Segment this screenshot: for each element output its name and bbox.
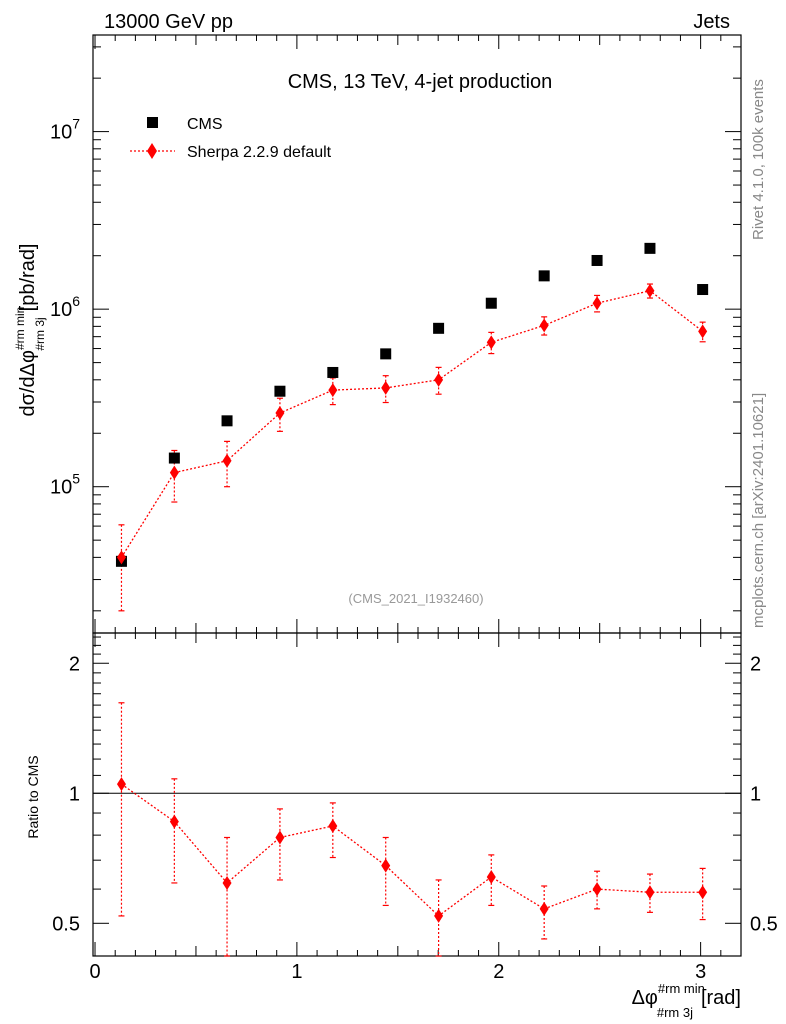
y-axis-label-prefix: dσ/dΔφ (17, 350, 39, 417)
ratio-point (222, 875, 232, 890)
side-text-mcplots: mcplots.cern.ch [arXiv:2401.10621] (750, 393, 767, 628)
ratio-point (486, 869, 496, 884)
y-axis-label-sub: #rm 3j (33, 317, 47, 350)
ratio-tick-label-left: 2 (69, 653, 80, 675)
mc-point (116, 550, 126, 565)
mc-line (120, 290, 704, 558)
ratio-point (645, 885, 655, 900)
cms-point (168, 452, 180, 464)
x-tick-label: 3 (695, 961, 706, 983)
legend-mc-label: Sherpa 2.2.9 default (187, 144, 332, 161)
cms-point (644, 242, 656, 254)
y-axis-label-ratio: Ratio to CMS (25, 755, 41, 838)
mc-point (381, 380, 391, 395)
cms-point (221, 415, 233, 427)
plot-title: CMS, 13 TeV, 4-jet production (288, 71, 553, 93)
ticks-layer: 0 1 2 3 105 106 107 0.5 0.5 1 1 2 2 (50, 35, 778, 983)
x-axis-label: Δφ#rm min #rm 3j [rad] (632, 981, 741, 1020)
ratio-tick-label-right: 1 (750, 783, 761, 805)
ratio-tick-label-left: 1 (69, 783, 80, 805)
legend-cms-label: CMS (187, 116, 223, 133)
x-axis-label-sub: #rm 3j (657, 1005, 693, 1020)
mc-point (169, 465, 179, 480)
mc-point (645, 283, 655, 298)
x-axis-label-prefix: Δφ (632, 987, 658, 1009)
mc-point (222, 453, 232, 468)
ratio-line (121, 783, 703, 917)
y-tick-label: 107 (50, 116, 80, 144)
ratio-point (381, 858, 391, 873)
cms-point (327, 366, 339, 378)
analysis-id: (CMS_2021_I1932460) (348, 591, 483, 606)
y-tick-label: 105 (50, 471, 80, 499)
mc-point (434, 372, 444, 387)
ratio-point (116, 777, 126, 792)
x-tick-label: 1 (291, 961, 302, 983)
ratio-tick-label-left: 0.5 (52, 913, 80, 935)
cms-point (274, 385, 286, 397)
x-axis-label-sup: #rm min (658, 981, 705, 996)
side-text-rivet: Rivet 4.1.0, 100k events (750, 79, 767, 240)
ratio-point (275, 830, 285, 845)
y-tick-label: 106 (50, 293, 80, 321)
x-tick-label: 0 (89, 961, 100, 983)
cms-point (591, 254, 603, 266)
ratio-panel-frame (92, 632, 742, 957)
y-axis-label-unit: [pb/rad] (17, 244, 39, 312)
x-axis-label-unit: [rad] (701, 987, 741, 1009)
x-tick-label: 2 (493, 961, 504, 983)
cms-point (485, 297, 497, 309)
data-layer (115, 242, 709, 957)
mc-point (486, 335, 496, 350)
cms-point (380, 348, 392, 360)
mc-point (539, 318, 549, 333)
cms-point (433, 322, 445, 334)
y-axis-label-main: dσ/dΔφ#rm min #rm 3j [pb/rad] (13, 244, 47, 417)
legend-mc-marker (147, 143, 157, 159)
y-axis-label-sup: #rm min (13, 307, 27, 350)
mc-point (592, 296, 602, 311)
ratio-point (434, 908, 444, 923)
legend-cms-marker (147, 117, 158, 128)
ratio-point (539, 901, 549, 916)
ratio-point (698, 885, 708, 900)
header-right: Jets (693, 11, 730, 33)
mc-point (328, 383, 338, 398)
header-left: 13000 GeV pp (104, 11, 233, 33)
mc-point (275, 406, 285, 421)
ratio-point (592, 882, 602, 897)
cms-point (538, 270, 550, 282)
mc-point (698, 324, 708, 339)
ratio-point (169, 814, 179, 829)
ratio-point (328, 818, 338, 833)
ratio-tick-label-right: 0.5 (750, 913, 778, 935)
cms-point (697, 284, 709, 296)
ratio-tick-label-right: 2 (750, 653, 761, 675)
